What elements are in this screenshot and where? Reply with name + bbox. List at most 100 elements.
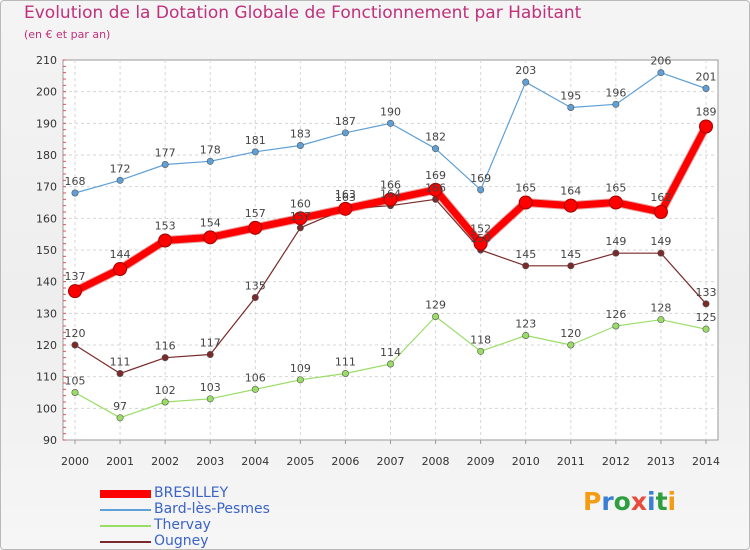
x-tick-label: 2014	[692, 455, 720, 468]
data-point-thervay	[341, 369, 349, 377]
data-labels: 168 172 177 178 181 183 187 190 182 169 203 195 196 2…	[65, 55, 717, 413]
data-label-ougney: 150	[470, 232, 491, 245]
data-point-bresilley	[248, 220, 263, 235]
logo-letter: t	[655, 487, 668, 516]
x-tick-label: 2006	[331, 455, 359, 468]
data-label-bard-l-s-pesmes: 169	[470, 172, 491, 185]
data-point-thervay	[432, 312, 440, 320]
data-label-bresilley: 165	[515, 182, 536, 195]
data-point-bresilley	[428, 182, 443, 197]
data-label-thervay: 123	[515, 318, 536, 331]
data-point-bard-l-s-pesmes	[657, 69, 665, 77]
legend-swatch	[100, 541, 151, 543]
data-label-thervay: 120	[560, 327, 581, 340]
data-point-bard-l-s-pesmes	[612, 100, 620, 108]
data-label-bard-l-s-pesmes: 203	[515, 64, 536, 77]
data-point-thervay	[567, 341, 575, 349]
data-point-ougney	[251, 293, 259, 301]
logo-letter: P	[583, 487, 602, 516]
y-tick-label: 140	[36, 276, 57, 289]
x-tick-label: 2008	[422, 455, 450, 468]
y-tick-label: 180	[36, 149, 57, 162]
data-point-bard-l-s-pesmes	[432, 145, 440, 153]
data-label-bresilley: 166	[380, 178, 401, 191]
data-point-bresilley	[473, 236, 488, 251]
data-point-bard-l-s-pesmes	[206, 157, 214, 165]
data-point-ougney	[567, 262, 575, 270]
data-point-thervay	[386, 360, 394, 368]
y-tick-label: 120	[36, 339, 57, 352]
data-point-bard-l-s-pesmes	[702, 85, 710, 93]
data-point-thervay	[71, 388, 79, 396]
axes: 90 100 110 120 130 140 150 160 170 180 190 200 210 20…	[36, 54, 720, 468]
data-label-thervay: 111	[335, 356, 356, 369]
data-label-bard-l-s-pesmes: 181	[245, 134, 266, 147]
y-tick-label: 160	[36, 212, 57, 225]
data-point-bresilley	[158, 233, 173, 248]
data-label-thervay: 129	[425, 299, 446, 312]
data-point-ougney	[657, 249, 665, 257]
data-point-bard-l-s-pesmes	[477, 186, 485, 194]
data-label-bard-l-s-pesmes: 187	[335, 115, 356, 128]
x-tick-label: 2000	[61, 455, 89, 468]
data-label-bresilley: 137	[65, 270, 86, 283]
data-point-bresilley	[113, 262, 128, 276]
data-point-ougney	[116, 369, 124, 377]
data-label-ougney: 111	[110, 356, 131, 369]
data-point-bard-l-s-pesmes	[567, 104, 575, 112]
data-label-bard-l-s-pesmes: 201	[696, 71, 717, 84]
data-point-ougney	[206, 350, 214, 358]
data-label-ougney: 149	[605, 235, 626, 248]
data-point-ougney	[612, 249, 620, 257]
data-label-ougney: 116	[155, 340, 176, 353]
x-tick-label: 2013	[647, 455, 675, 468]
data-label-bresilley: 164	[560, 185, 581, 198]
x-tick-label: 2010	[512, 455, 540, 468]
grid	[63, 60, 718, 440]
data-point-thervay	[657, 316, 665, 324]
data-point-thervay	[206, 395, 214, 403]
data-label-thervay: 106	[245, 371, 266, 384]
data-label-bard-l-s-pesmes: 190	[380, 105, 401, 118]
series-layer	[68, 69, 713, 422]
x-tick-label: 2001	[106, 455, 134, 468]
data-point-bresilley	[518, 195, 533, 210]
data-point-bresilley	[203, 230, 218, 245]
y-tick-label: 150	[36, 244, 57, 257]
data-point-bard-l-s-pesmes	[161, 161, 169, 169]
data-label-ougney: 166	[425, 181, 446, 194]
data-label-thervay: 126	[605, 308, 626, 321]
y-tick-label: 100	[36, 402, 57, 415]
legend-label: Bard-lès-Pesmes	[154, 501, 270, 517]
data-label-ougney: 149	[650, 235, 671, 248]
data-point-thervay	[522, 331, 530, 339]
data-point-bard-l-s-pesmes	[116, 176, 124, 184]
data-label-thervay: 109	[290, 362, 311, 375]
logo-letter: x	[630, 487, 647, 516]
data-point-bard-l-s-pesmes	[251, 148, 259, 156]
data-point-ougney	[702, 300, 710, 308]
data-label-thervay: 125	[696, 311, 717, 324]
data-point-bresilley	[383, 192, 398, 207]
data-label-bresilley: 169	[425, 169, 446, 182]
logo-letter: i	[667, 487, 677, 516]
data-point-bresilley	[699, 119, 713, 134]
y-tick-label: 130	[36, 307, 57, 320]
y-tick-label: 190	[36, 117, 57, 130]
data-point-bresilley	[293, 211, 308, 226]
data-label-bresilley: 154	[200, 216, 221, 229]
data-point-ougney	[161, 354, 169, 362]
data-point-thervay	[296, 376, 304, 384]
y-tick-label: 110	[36, 371, 57, 384]
x-tick-label: 2012	[602, 455, 630, 468]
logo-letter: r	[601, 487, 614, 516]
y-tick-label: 200	[36, 86, 57, 99]
data-point-thervay	[702, 325, 710, 333]
data-point-ougney	[522, 262, 530, 270]
data-label-thervay: 103	[200, 381, 221, 394]
data-point-thervay	[116, 414, 124, 422]
data-label-ougney: 145	[515, 248, 536, 261]
data-label-thervay: 102	[155, 384, 176, 397]
data-label-ougney: 117	[200, 337, 221, 350]
